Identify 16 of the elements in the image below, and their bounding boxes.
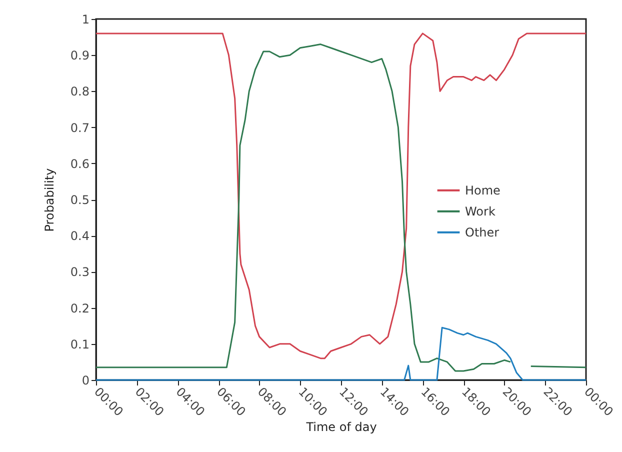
y-axis-title: Probability — [42, 168, 56, 232]
legend-label: Work — [465, 204, 496, 218]
y-tick-label: 0.5 — [70, 193, 90, 207]
y-tick-label: 0.3 — [70, 265, 90, 280]
y-tick-label: 0.4 — [70, 229, 90, 244]
y-tick-label: 0 — [82, 374, 90, 388]
y-tick-label: 0.2 — [70, 301, 90, 316]
legend-label: Other — [465, 225, 500, 240]
y-tick-label: 0.1 — [70, 337, 90, 352]
y-tick-label: 1 — [82, 12, 90, 26]
y-tick-label: 0.6 — [70, 156, 90, 171]
legend-label: Home — [465, 183, 500, 198]
x-axis-title: Time of day — [305, 420, 377, 434]
y-tick-label: 0.9 — [70, 48, 90, 63]
y-tick-label: 0.8 — [70, 84, 90, 99]
y-tick-label: 0.7 — [70, 120, 90, 135]
